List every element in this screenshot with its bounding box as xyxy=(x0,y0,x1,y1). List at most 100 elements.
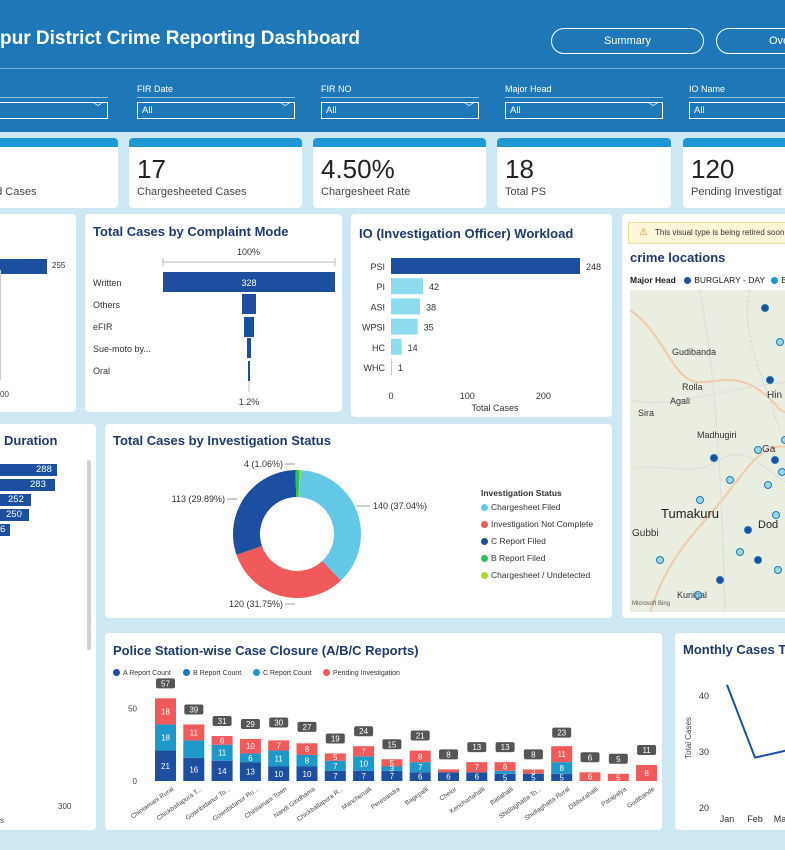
y-tick-label: 40 xyxy=(699,691,709,701)
ps-category-label: Chelur xyxy=(438,785,458,802)
map-point[interactable] xyxy=(776,338,784,346)
ps-total-label: 39 xyxy=(189,705,198,714)
ps-bar-segment xyxy=(324,770,346,781)
chevron-down-icon: ﹀ xyxy=(464,103,474,114)
io-value-label: 38 xyxy=(426,302,436,312)
map-point[interactable] xyxy=(774,566,782,574)
filter-io-name-select[interactable]: All xyxy=(689,102,785,119)
ps-bar-segment xyxy=(551,773,573,781)
filter-partial[interactable]: ﹀ xyxy=(0,84,108,119)
axis-tick: 00 xyxy=(0,390,9,399)
io-value-label: 35 xyxy=(424,323,434,333)
kpi-card-total-ps: 18 Total PS xyxy=(497,138,671,208)
legend-item[interactable]: A Report Count xyxy=(113,669,171,677)
ps-total-label: 13 xyxy=(472,743,481,752)
ps-segment-label: 10 xyxy=(303,770,312,779)
map-point[interactable] xyxy=(656,556,664,564)
ps-bar-segment xyxy=(211,744,233,761)
map-point[interactable] xyxy=(772,511,780,519)
overview-nav-button[interactable]: Ove xyxy=(716,28,785,54)
ps-total-label: 5 xyxy=(616,755,621,764)
legend-dot xyxy=(684,277,692,284)
map-point[interactable] xyxy=(771,456,779,464)
legend-label: C Report Count xyxy=(263,670,312,677)
kpi-value: 17 xyxy=(137,154,166,184)
ps-total-label: 19 xyxy=(331,734,340,743)
ps-segment-label: 5 xyxy=(559,773,564,782)
legend-item[interactable]: C Report Count xyxy=(253,669,312,677)
filter-fir-date-select[interactable]: All ﹀ xyxy=(137,102,295,119)
io-category-label: PSI xyxy=(370,262,385,272)
axis-title: s xyxy=(0,816,4,825)
kpi-value: 120 xyxy=(691,154,735,184)
filter-fir-no[interactable]: FIR NO All ﹀ xyxy=(321,84,479,119)
map-point[interactable] xyxy=(716,576,724,584)
filter-io-name[interactable]: IO Name All xyxy=(689,84,785,119)
panel-monthly-cases: Monthly Cases T 20 30 40 Total Cases Jan Feb M… xyxy=(675,633,785,830)
ps-bar-segment xyxy=(381,759,403,767)
legend-dot xyxy=(481,555,488,562)
map-point[interactable] xyxy=(710,454,718,462)
map-point[interactable] xyxy=(694,591,702,599)
map-point[interactable] xyxy=(754,446,762,454)
ps-bar-segment xyxy=(324,760,346,771)
ps-bar-segment xyxy=(353,746,375,757)
ps-total-badge xyxy=(297,721,317,732)
panel-crime-map: ⚠ This visual type is being retired soon… xyxy=(622,214,785,618)
legend-item[interactable]: Chargesheet / Undetected xyxy=(481,570,590,580)
map-point[interactable] xyxy=(736,548,744,556)
filter-fir-date[interactable]: FIR Date All ﹀ xyxy=(137,84,295,119)
map-point[interactable] xyxy=(764,481,772,489)
ps-segment-label: 7 xyxy=(333,762,338,771)
bar-value-label: 288 xyxy=(36,464,52,475)
legend-dot xyxy=(481,504,488,511)
bar-value-label: 250 xyxy=(6,509,22,520)
io-value-label: 14 xyxy=(408,343,418,353)
ps-total-badge xyxy=(580,752,600,763)
ps-category-label: Bagepalli xyxy=(404,786,430,807)
io-bar-pi xyxy=(391,278,424,295)
map-point[interactable] xyxy=(744,526,752,534)
ps-bar-segment xyxy=(409,750,431,763)
legend-dot xyxy=(183,669,190,676)
legend-item[interactable]: B Report Count xyxy=(183,669,241,677)
summary-nav-button[interactable]: Summary xyxy=(551,28,704,54)
scrollbar[interactable] xyxy=(87,460,91,650)
ps-category-label: Patapalya xyxy=(600,786,628,809)
map-point[interactable] xyxy=(781,436,785,444)
donut-data-label: 140 (37.04%) xyxy=(373,501,427,511)
map-point[interactable] xyxy=(754,556,762,564)
filter-major-head-select[interactable]: All ﹀ xyxy=(505,102,663,119)
ps-total-badge xyxy=(410,730,430,741)
io-category-label: HC xyxy=(372,343,385,353)
ps-bar-segment xyxy=(636,765,658,781)
filter-fir-no-select[interactable]: All ﹀ xyxy=(321,102,479,119)
map-canvas[interactable]: Gudibanda Rolla Agali Hin Sira Madhugiri… xyxy=(630,290,785,612)
ps-bar-segment xyxy=(607,773,629,781)
monthly-cases-chart: 20 30 40 Total Cases Jan Feb Ma xyxy=(684,684,785,824)
legend-item[interactable]: B Report Filed xyxy=(481,553,545,563)
ps-total-badge xyxy=(467,742,487,753)
map-point[interactable] xyxy=(766,376,774,384)
io-bar-wpsi xyxy=(391,318,418,335)
map-point[interactable] xyxy=(726,476,734,484)
legend-item[interactable]: Investigation Not Complete xyxy=(481,519,593,529)
legend-item[interactable]: Pending Investigation xyxy=(323,669,400,677)
ps-segment-label: 11 xyxy=(190,728,199,737)
filter-major-head[interactable]: Major Head All ﹀ xyxy=(505,84,663,119)
legend-item[interactable]: C Report Filed xyxy=(481,536,546,546)
ps-bar-segment xyxy=(438,769,459,773)
ps-bar-segment xyxy=(381,766,403,771)
x-tick-label: Feb xyxy=(747,814,763,824)
ps-bar-segment xyxy=(551,746,573,763)
legend-dot xyxy=(113,669,120,676)
map-point[interactable] xyxy=(696,496,704,504)
map-point[interactable] xyxy=(778,468,785,476)
legend-label: A Report Count xyxy=(123,670,171,677)
axis-tick: 300 xyxy=(58,802,72,811)
ps-total-badge xyxy=(608,753,628,764)
kpi-value: 4.50% xyxy=(321,154,395,184)
map-point[interactable] xyxy=(761,304,769,312)
legend-item[interactable]: Chargesheet Filed xyxy=(481,502,560,512)
funnel-bar-oral xyxy=(248,361,250,381)
